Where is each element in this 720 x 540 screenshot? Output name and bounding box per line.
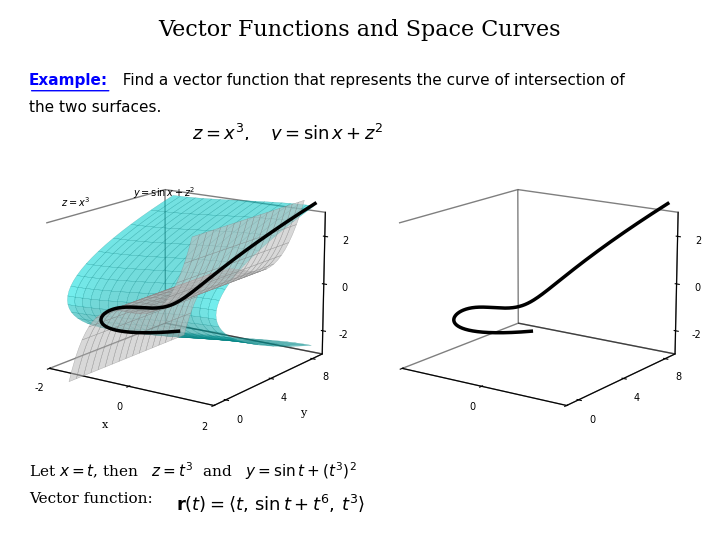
Text: $\mathbf{r}(t) = \langle t,\, \sin t + t^6,\, t^3 \rangle$: $\mathbf{r}(t) = \langle t,\, \sin t + t… (176, 492, 366, 514)
Text: Example:: Example: (29, 73, 108, 88)
X-axis label: x: x (102, 420, 109, 430)
Text: Vector Functions and Space Curves: Vector Functions and Space Curves (158, 19, 562, 41)
Text: the two surfaces.: the two surfaces. (29, 100, 161, 115)
Text: Find a vector function that represents the curve of intersection of: Find a vector function that represents t… (113, 73, 625, 88)
Text: $z = x^3, \quad y = \sin x + z^2$: $z = x^3, \quad y = \sin x + z^2$ (192, 122, 384, 146)
Text: Let $x = t$, then   $z = t^3$  and   $y = \sin t +(t^3)^2$: Let $x = t$, then $z = t^3$ and $y = \si… (29, 460, 356, 482)
Y-axis label: y: y (300, 408, 306, 418)
Text: Vector function:: Vector function: (29, 492, 153, 507)
